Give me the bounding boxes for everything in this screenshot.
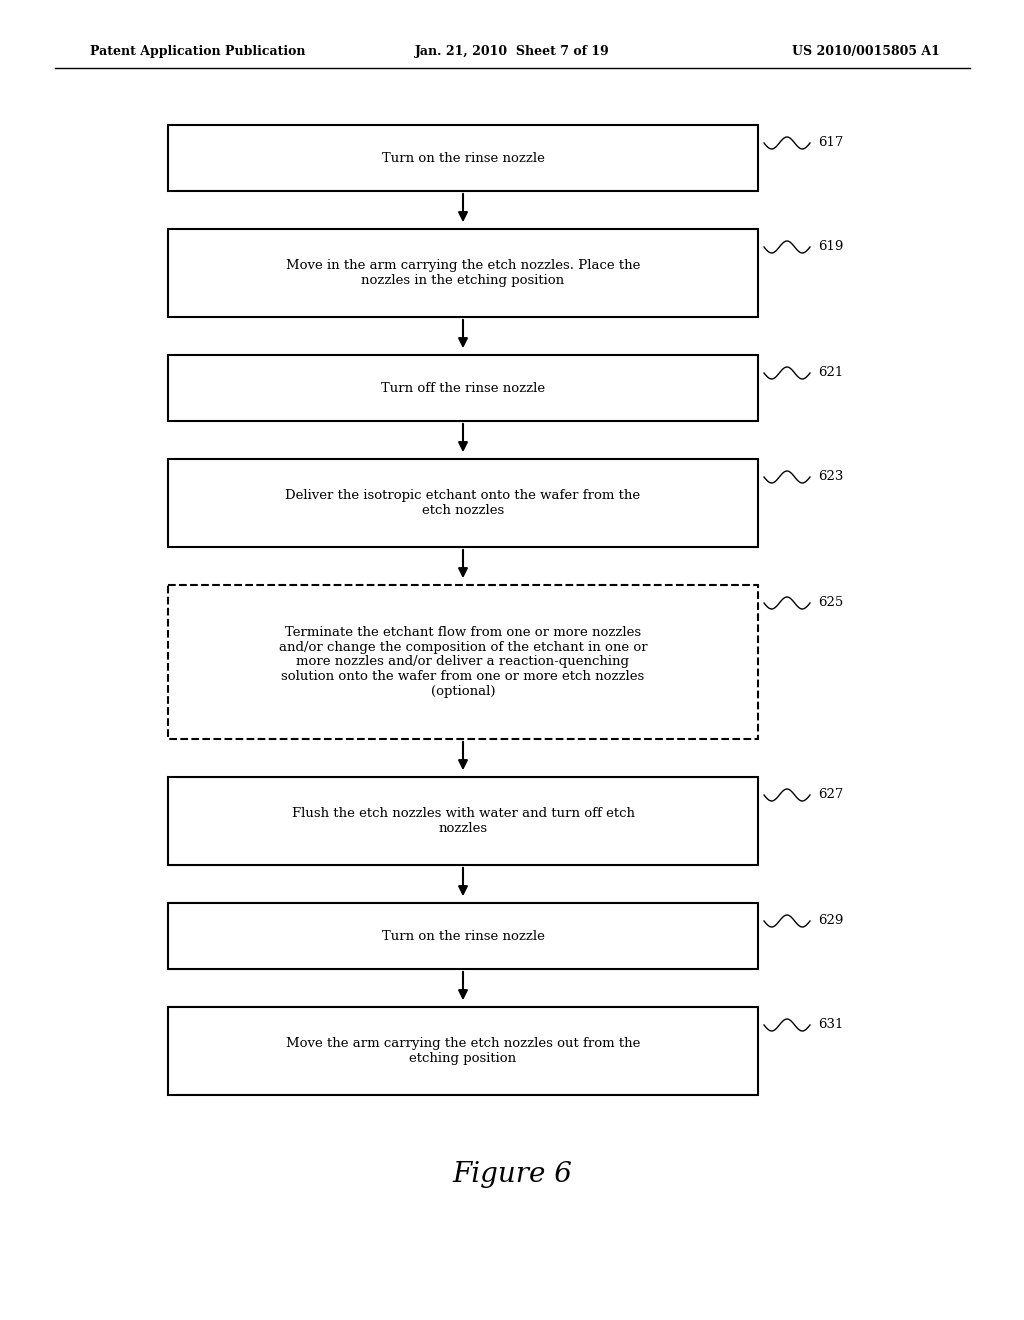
Text: Terminate the etchant flow from one or more nozzles
and/or change the compositio: Terminate the etchant flow from one or m… bbox=[279, 626, 647, 698]
Bar bbox=[168, 585, 758, 739]
Bar bbox=[168, 1007, 758, 1096]
Text: Turn on the rinse nozzle: Turn on the rinse nozzle bbox=[382, 152, 545, 165]
Bar bbox=[168, 355, 758, 421]
Text: 623: 623 bbox=[818, 470, 844, 483]
Text: 629: 629 bbox=[818, 915, 844, 928]
Text: Move in the arm carrying the etch nozzles. Place the
nozzles in the etching posi: Move in the arm carrying the etch nozzle… bbox=[286, 259, 640, 286]
Text: US 2010/0015805 A1: US 2010/0015805 A1 bbox=[793, 45, 940, 58]
Text: Flush the etch nozzles with water and turn off etch
nozzles: Flush the etch nozzles with water and tu… bbox=[292, 807, 635, 836]
Text: Deliver the isotropic etchant onto the wafer from the
etch nozzles: Deliver the isotropic etchant onto the w… bbox=[286, 488, 641, 517]
Bar bbox=[168, 459, 758, 546]
Text: 619: 619 bbox=[818, 240, 844, 253]
Text: Turn on the rinse nozzle: Turn on the rinse nozzle bbox=[382, 929, 545, 942]
Bar bbox=[168, 125, 758, 191]
Text: Patent Application Publication: Patent Application Publication bbox=[90, 45, 305, 58]
Text: 627: 627 bbox=[818, 788, 844, 801]
Text: Figure 6: Figure 6 bbox=[452, 1162, 572, 1188]
Bar bbox=[168, 903, 758, 969]
Text: Move the arm carrying the etch nozzles out from the
etching position: Move the arm carrying the etch nozzles o… bbox=[286, 1038, 640, 1065]
Text: Turn off the rinse nozzle: Turn off the rinse nozzle bbox=[381, 381, 545, 395]
Bar bbox=[168, 777, 758, 865]
Text: 631: 631 bbox=[818, 1019, 844, 1031]
Text: 617: 617 bbox=[818, 136, 844, 149]
Text: 625: 625 bbox=[818, 597, 843, 610]
Text: 621: 621 bbox=[818, 367, 843, 380]
Text: Jan. 21, 2010  Sheet 7 of 19: Jan. 21, 2010 Sheet 7 of 19 bbox=[415, 45, 609, 58]
Bar bbox=[168, 228, 758, 317]
